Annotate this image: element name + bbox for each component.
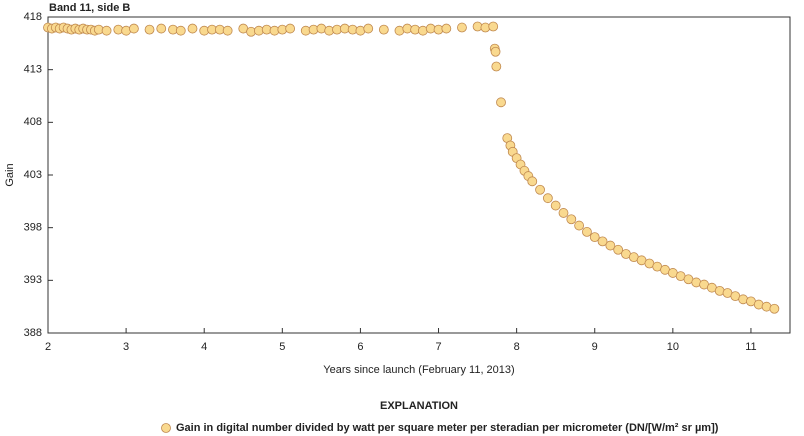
x-tick-label: 10 (667, 341, 679, 353)
data-point (441, 23, 452, 34)
data-point (527, 176, 538, 187)
data-point (550, 200, 561, 211)
x-axis-label: Years since launch (February 11, 2013) (323, 364, 514, 376)
x-tick-label: 2 (45, 341, 51, 353)
x-tick-label: 11 (745, 341, 756, 353)
data-point (129, 23, 139, 34)
x-tick-label: 3 (123, 341, 129, 353)
plot-frame (47, 16, 791, 334)
legend-marker (161, 423, 171, 433)
data-point (285, 23, 296, 34)
data-point (769, 303, 780, 314)
data-point (613, 244, 624, 255)
y-tick-label: 398 (24, 222, 42, 234)
data-point (101, 25, 112, 36)
x-tick-label: 6 (357, 341, 363, 353)
x-tick-label: 5 (279, 341, 285, 353)
y-tick-label: 408 (24, 116, 42, 128)
data-point (490, 46, 501, 57)
data-point (542, 193, 553, 204)
data-point (488, 21, 499, 32)
x-tick-label: 7 (435, 341, 441, 353)
y-tick-label: 388 (24, 327, 42, 339)
data-point (582, 226, 592, 237)
data-point (156, 23, 167, 34)
data-point (566, 214, 577, 225)
legend-label: Gain in digital number divided by watt p… (176, 422, 719, 434)
chart-title: Band 11, side B (49, 2, 130, 14)
data-point (574, 220, 585, 231)
data-point (589, 232, 600, 243)
data-point (496, 97, 506, 108)
data-point (363, 23, 374, 34)
x-tick-label: 4 (201, 341, 207, 353)
x-tick-label: 9 (592, 341, 598, 353)
y-axis-label: Gain (4, 163, 16, 186)
data-point (457, 22, 467, 33)
data-point (187, 23, 198, 34)
data-point (491, 61, 502, 72)
y-tick-label: 403 (24, 169, 42, 181)
data-point (605, 240, 616, 251)
data-point (558, 208, 569, 218)
data-point (144, 24, 155, 35)
legend-title: EXPLANATION (380, 400, 458, 412)
data-point (222, 25, 233, 36)
y-tick-label: 418 (24, 11, 42, 23)
y-tick-label: 413 (24, 64, 42, 76)
data-point (597, 236, 608, 247)
data-point (535, 184, 545, 195)
data-point (175, 25, 186, 36)
x-tick-label: 8 (514, 341, 520, 353)
y-tick-label: 393 (24, 274, 42, 286)
data-point (378, 24, 389, 35)
